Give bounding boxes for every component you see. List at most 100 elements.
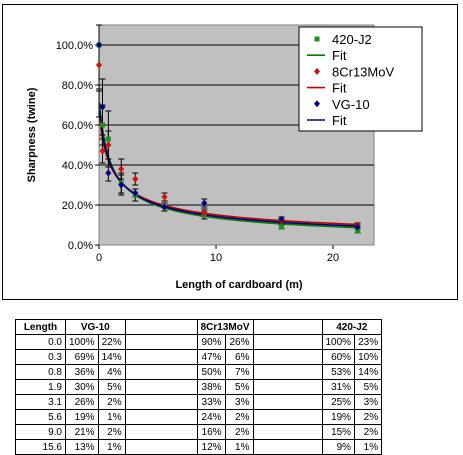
data-point xyxy=(355,228,361,234)
header-420j2: 420-J2 xyxy=(321,319,383,335)
cell-vg10-error: 4% xyxy=(97,364,126,380)
cell-8cr13mov-mean: 12% xyxy=(196,439,226,455)
data-point xyxy=(99,147,106,155)
cell-vg10-mean: 13% xyxy=(65,439,99,455)
cell-length: 5.6 xyxy=(15,409,66,425)
cell-8cr13mov-mean: 47% xyxy=(196,349,226,365)
cell-spacer xyxy=(252,409,323,425)
data-point xyxy=(118,165,125,173)
cell-420j2-mean: 25% xyxy=(321,394,356,410)
header-vg10: VG-10 xyxy=(65,319,126,335)
data-point xyxy=(105,141,112,149)
data-point xyxy=(105,169,112,177)
legend-marker-swatch xyxy=(314,36,320,42)
cell-vg10-mean: 69% xyxy=(65,349,99,365)
cell-spacer xyxy=(124,394,198,410)
legend-box xyxy=(298,26,423,132)
cell-8cr13mov-error: 1% xyxy=(224,439,254,455)
header-length: Length xyxy=(15,319,66,335)
cell-vg10-error: 2% xyxy=(97,424,126,440)
cell-8cr13mov-mean: 33% xyxy=(196,394,226,410)
data-point xyxy=(278,215,285,223)
cell-8cr13mov-error: 2% xyxy=(224,424,254,440)
x-axis-label: Length of cardboard (m) xyxy=(175,279,302,291)
table-row: 5.6 19% 1% 24% 2% 19% 2% xyxy=(15,409,383,425)
cell-length: 9.0 xyxy=(15,424,66,440)
data-table: Length VG-10 8Cr13MoV 420-J2 0.0 100% 22% 9… xyxy=(15,319,383,455)
cell-420j2-mean: 19% xyxy=(321,409,356,425)
cell-vg10-error: 22% xyxy=(97,334,126,350)
y-tick-label: 40.0% xyxy=(62,160,93,172)
cell-spacer xyxy=(124,379,198,395)
cell-420j2-error: 3% xyxy=(354,394,383,410)
cell-420j2-error: 14% xyxy=(354,364,383,380)
data-point xyxy=(161,203,168,211)
cell-8cr13mov-mean: 24% xyxy=(196,409,226,425)
y-tick-label: 100.0% xyxy=(56,40,94,52)
legend-marker-swatch xyxy=(314,67,320,75)
cell-vg10-error: 1% xyxy=(97,439,126,455)
y-tick-label: 20.0% xyxy=(62,200,93,212)
cell-8cr13mov-mean: 16% xyxy=(196,424,226,440)
cell-spacer xyxy=(124,349,198,365)
cell-vg10-mean: 26% xyxy=(65,394,99,410)
cell-spacer xyxy=(252,364,323,380)
data-point xyxy=(99,103,106,111)
x-tick-label: 0 xyxy=(96,252,102,264)
cell-8cr13mov-error: 5% xyxy=(224,379,254,395)
cell-8cr13mov-error: 3% xyxy=(224,394,254,410)
cell-8cr13mov-mean: 90% xyxy=(196,334,226,350)
cell-spacer xyxy=(252,379,323,395)
cell-8cr13mov-error: 7% xyxy=(224,364,254,380)
cell-420j2-error: 5% xyxy=(354,379,383,395)
data-point xyxy=(118,181,125,189)
legend-label: 8Cr13MoV xyxy=(332,64,394,79)
data-point xyxy=(105,136,111,142)
cell-vg10-mean: 30% xyxy=(65,379,99,395)
data-point xyxy=(279,224,285,230)
cell-spacer xyxy=(124,364,198,380)
cell-length: 3.1 xyxy=(15,394,66,410)
fit-curve xyxy=(98,110,358,227)
header-spacer xyxy=(124,319,198,335)
table-header-row: Length VG-10 8Cr13MoV 420-J2 xyxy=(15,319,383,335)
cell-8cr13mov-error: 2% xyxy=(224,409,254,425)
table-row: 15.6 13% 1% 12% 1% 9% 1% xyxy=(15,439,383,455)
cell-8cr13mov-mean: 38% xyxy=(196,379,226,395)
y-axis-label: Sharpness (twine) xyxy=(26,87,38,182)
cell-spacer xyxy=(124,334,198,350)
cell-vg10-mean: 100% xyxy=(65,334,99,350)
cell-8cr13mov-error: 6% xyxy=(224,349,254,365)
data-point xyxy=(96,41,102,49)
cell-spacer xyxy=(252,334,323,350)
cell-spacer xyxy=(124,439,198,455)
cell-vg10-mean: 36% xyxy=(65,364,99,380)
table-row: 9.0 21% 2% 16% 2% 15% 2% xyxy=(15,424,383,440)
cell-420j2-mean: 100% xyxy=(321,334,356,350)
x-tick-label: 10 xyxy=(210,252,222,264)
table-row: 0.8 36% 4% 50% 7% 53% 14% xyxy=(15,364,383,380)
table-row: 0.0 100% 22% 90% 26% 100% 23% xyxy=(15,334,383,350)
table-row: 0.3 69% 14% 47% 6% 60% 10% xyxy=(15,349,383,365)
cell-420j2-error: 2% xyxy=(354,409,383,425)
chart-area[interactable]: 0.0% 20.0% 40.0% 60.0% 80.0% 100.0% 0 10 20 Sha… xyxy=(2,4,458,300)
table-row: 3.1 26% 2% 33% 3% 25% 3% xyxy=(15,394,383,410)
data-point xyxy=(132,175,139,183)
cell-8cr13mov-mean: 50% xyxy=(196,364,226,380)
cell-spacer xyxy=(252,394,323,410)
cell-420j2-mean: 9% xyxy=(321,439,356,455)
cell-length: 15.6 xyxy=(15,439,66,455)
data-point xyxy=(132,189,139,197)
cell-vg10-error: 5% xyxy=(97,379,126,395)
header-spacer xyxy=(252,319,323,335)
cell-420j2-error: 10% xyxy=(354,349,383,365)
cell-length: 0.0 xyxy=(15,334,66,350)
data-point xyxy=(201,199,208,207)
data-point xyxy=(354,223,361,231)
legend-label: Fit xyxy=(332,113,347,128)
cell-vg10-mean: 19% xyxy=(65,409,99,425)
cell-vg10-error: 1% xyxy=(97,409,126,425)
y-tick-label: 80.0% xyxy=(62,80,93,92)
